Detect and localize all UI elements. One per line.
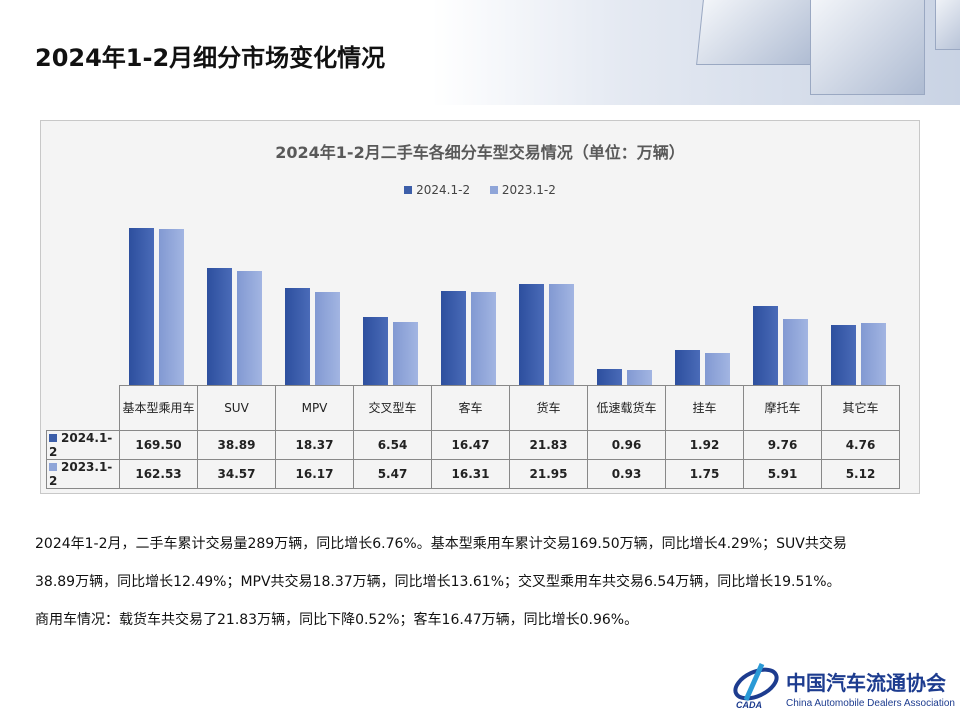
- summary-paragraph: 38.89万辆，同比增长12.49%；MPV共交易18.37万辆，同比增长13.…: [35, 574, 841, 590]
- bar-2023.1-2: [471, 291, 496, 386]
- category-label: MPV: [275, 385, 354, 431]
- legend-item: 2024.1-2: [404, 183, 470, 197]
- bar-2023.1-2: [549, 283, 574, 386]
- table-cell: 21.83: [509, 430, 588, 460]
- bar-2024.1-2: [519, 283, 544, 386]
- table-cell: 5.12: [821, 459, 900, 489]
- bar-2024.1-2: [129, 227, 154, 386]
- cada-logo-mark: CADA 中国汽车流通协会 China Automobile Dealers A…: [733, 662, 955, 710]
- bar-2024.1-2: [285, 288, 310, 386]
- bar-2024.1-2: [831, 325, 856, 386]
- bar-2023.1-2: [315, 291, 340, 386]
- decorative-cube: [696, 0, 824, 65]
- table-cell: 162.53: [119, 459, 198, 489]
- header-banner: [0, 0, 960, 105]
- table-cell: 16.31: [431, 459, 510, 489]
- bar-2023.1-2: [393, 321, 418, 386]
- decorative-cube: [810, 0, 925, 95]
- chart-title: 2024年1-2月二手车各细分车型交易情况（单位：万辆）: [275, 143, 685, 162]
- category-label: 客车: [431, 385, 510, 431]
- table-cell: 1.75: [665, 459, 744, 489]
- category-label: 其它车: [821, 385, 900, 431]
- bar-2024.1-2: [675, 350, 700, 386]
- bar-2023.1-2: [861, 323, 886, 386]
- row-label: 2024.1-2: [46, 430, 120, 460]
- bar-2023.1-2: [705, 352, 730, 386]
- svg-text:CADA: CADA: [736, 700, 762, 710]
- table-cell: 9.76: [743, 430, 822, 460]
- cada-logo: CADA 中国汽车流通协会 China Automobile Dealers A…: [732, 660, 957, 710]
- bar-2023.1-2: [237, 271, 262, 386]
- table-cell: 6.54: [353, 430, 432, 460]
- table-cell: 34.57: [197, 459, 276, 489]
- bar-2023.1-2: [159, 228, 184, 386]
- bar-2023.1-2: [627, 370, 652, 386]
- data-table: 基本型乘用车 SUV MPV 交叉型车 客车 货车 低速载货车 挂车 摩托车 其它车 2024.1…: [46, 385, 900, 489]
- logo-en: China Automobile Dealers Association: [786, 698, 955, 709]
- table-cell: 16.47: [431, 430, 510, 460]
- summary-paragraph: 商用车情况：载货车共交易了21.83万辆，同比下降0.52%；客车16.47万辆…: [35, 612, 639, 628]
- bar-2023.1-2: [783, 319, 808, 386]
- legend: 2024.1-2 2023.1-2: [41, 183, 919, 197]
- table-cell: 21.95: [509, 459, 588, 489]
- logo-cn: 中国汽车流通协会: [786, 671, 946, 695]
- slide-title: 2024年1-2月细分市场变化情况: [35, 44, 386, 72]
- table-corner: [46, 385, 120, 431]
- table-cell: 1.92: [665, 430, 744, 460]
- table-cell: 169.50: [119, 430, 198, 460]
- bars-area: [41, 121, 921, 386]
- legend-label: 2023.1-2: [501, 183, 556, 197]
- table-cell: 16.17: [275, 459, 354, 489]
- legend-swatch: [404, 186, 413, 194]
- legend-item: 2023.1-2: [489, 183, 556, 197]
- table-cell: 5.91: [743, 459, 822, 489]
- row-label: 2023.1-2: [46, 459, 120, 489]
- decorative-cube: [935, 0, 960, 50]
- bar-2024.1-2: [363, 316, 388, 386]
- category-label: 挂车: [665, 385, 744, 431]
- chart: 2024年1-2月二手车各细分车型交易情况（单位：万辆） 2024.1-2 20…: [40, 120, 920, 494]
- category-label: 基本型乘用车: [119, 385, 198, 431]
- table-cell: 0.96: [587, 430, 666, 460]
- bar-2024.1-2: [207, 267, 232, 386]
- category-label: 交叉型车: [353, 385, 432, 431]
- table-cell: 18.37: [275, 430, 354, 460]
- bar-2024.1-2: [753, 305, 778, 386]
- summary-paragraph: 2024年1-2月，二手车累计交易量289万辆，同比增长6.76%。基本型乘用车…: [35, 536, 847, 552]
- legend-swatch: [489, 186, 498, 194]
- category-label: 低速载货车: [587, 385, 666, 431]
- legend-label: 2024.1-2: [416, 183, 471, 197]
- table-cell: 0.93: [587, 459, 666, 489]
- category-label: 货车: [509, 385, 588, 431]
- category-label: SUV: [197, 385, 276, 431]
- category-label: 摩托车: [743, 385, 822, 431]
- bar-2024.1-2: [597, 369, 622, 386]
- table-cell: 38.89: [197, 430, 276, 460]
- bar-2024.1-2: [441, 291, 466, 386]
- table-cell: 4.76: [821, 430, 900, 460]
- table-cell: 5.47: [353, 459, 432, 489]
